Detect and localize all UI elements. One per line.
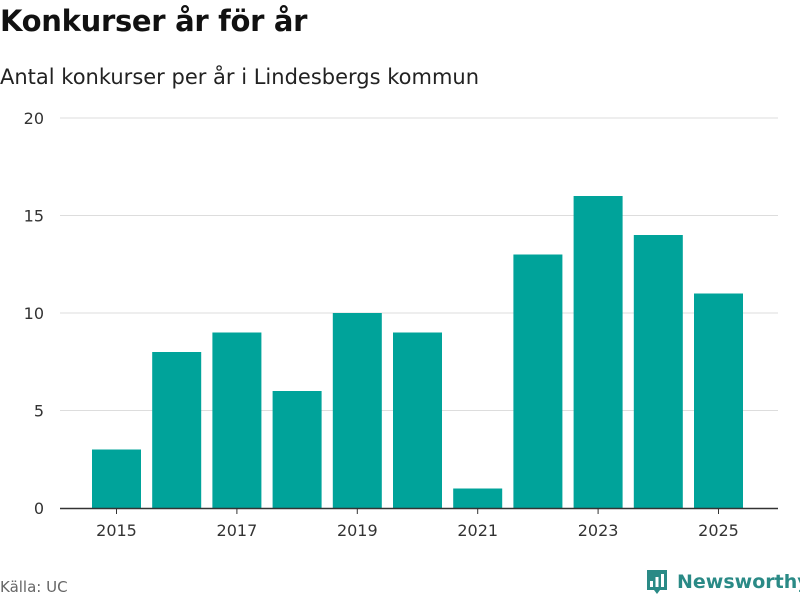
bar-2018 — [272, 391, 322, 508]
chart-subtitle: Antal konkurser per år i Lindesbergs kom… — [0, 65, 480, 89]
x-tick-label: 2025 — [698, 521, 739, 540]
source-note: Källa: UC — [0, 578, 68, 596]
bar-2024 — [633, 235, 683, 508]
axes: 0 5 10 15 20 2015 2017 2019 2021 2023 2025 — [24, 109, 778, 540]
x-tick-label: 2017 — [217, 521, 258, 540]
x-tick-label: 2015 — [96, 521, 137, 540]
bar-2020 — [393, 332, 442, 508]
bar-2016 — [152, 352, 202, 508]
chart-title: Konkurser år för år — [0, 4, 308, 38]
x-tick-label: 2019 — [337, 521, 378, 540]
y-tick-label: 10 — [24, 304, 44, 323]
bars — [92, 196, 743, 508]
bar-2023 — [573, 196, 623, 508]
newsworthy-logo-icon — [647, 570, 667, 594]
bar-2025 — [694, 293, 743, 508]
x-tick-label: 2023 — [578, 521, 619, 540]
y-tick-label: 20 — [24, 109, 44, 128]
brand-logo[interactable]: Newsworthy — [645, 568, 800, 596]
bar-2019 — [332, 313, 382, 508]
y-tick-label: 5 — [34, 402, 44, 421]
y-tick-label: 0 — [34, 499, 44, 518]
brand-name: Newsworthy — [677, 571, 800, 593]
bar-2022 — [513, 254, 563, 508]
bar-2015 — [92, 449, 141, 508]
bar-chart: 0 5 10 15 20 2015 2017 2019 2021 2023 2025 — [24, 109, 778, 540]
x-tick-label: 2021 — [457, 521, 498, 540]
bar-2021 — [453, 488, 503, 508]
y-tick-label: 15 — [24, 207, 44, 226]
bar-2017 — [212, 332, 262, 508]
